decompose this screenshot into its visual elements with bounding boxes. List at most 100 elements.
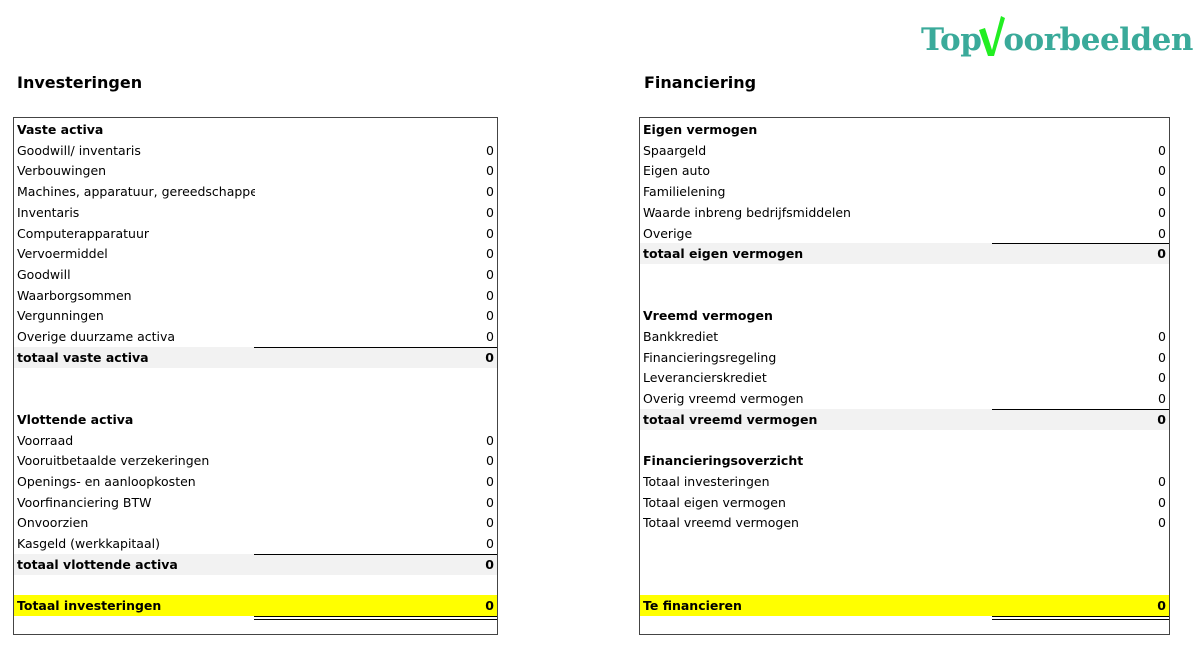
table-row: Overige 0 [640, 223, 1169, 244]
row-value[interactable]: 0 [1158, 329, 1166, 344]
row-value[interactable]: 0 [486, 225, 494, 241]
row-label: Financieringsoverzicht [643, 453, 804, 469]
row-value[interactable]: 0 [486, 163, 494, 179]
table-row: Vervoermiddel 0 [14, 243, 497, 264]
row-label: Totaal eigen vermogen [643, 494, 786, 510]
row-value[interactable]: 0 [1158, 163, 1166, 179]
sum-line [254, 346, 497, 348]
table-row: Kasgeld (werkkapitaal) 0 [14, 533, 497, 554]
table-row: Goodwill/ inventaris 0 [14, 140, 497, 161]
sum-line [992, 243, 1169, 245]
row-label: Goodwill/ inventaris [17, 142, 141, 158]
financiering-title: Financiering [644, 73, 757, 92]
table-row: Waarde inbreng bedrijfsmiddelen 0 [640, 202, 1169, 223]
row-label: Vlottende activa [17, 411, 134, 427]
row-value[interactable]: 0 [1158, 184, 1166, 200]
row-label: Bankkrediet [643, 329, 719, 344]
subtotal-row: totaal vreemd vermogen 0 [640, 408, 1169, 430]
sum-line [254, 553, 497, 555]
row-label: Vreemd vermogen [643, 308, 773, 324]
row-value[interactable]: 0 [486, 308, 494, 324]
row-label: Totaal investeringen [17, 598, 162, 614]
row-label: Goodwill [17, 266, 71, 282]
logo-text-top: Top [921, 22, 982, 58]
row-value[interactable]: 0 [1158, 391, 1166, 407]
row-value[interactable]: 0 [486, 515, 494, 531]
blank-row [14, 367, 497, 388]
table-row: Totaal investeringen 0 [640, 471, 1169, 492]
row-value[interactable]: 0 [486, 473, 494, 489]
row-label: Familielening [643, 184, 726, 200]
section-header: Financieringsoverzicht [640, 450, 1169, 471]
table-row: Bankkrediet 0 [640, 326, 1169, 347]
row-label: Onvoorzien [17, 515, 89, 531]
row-value[interactable]: 0 [1158, 494, 1166, 510]
blank-row [640, 554, 1169, 575]
row-label: totaal vreemd vermogen [643, 411, 818, 427]
row-value[interactable]: 0 [1158, 349, 1166, 365]
section-header: Eigen vermogen [640, 119, 1169, 140]
row-value[interactable]: 0 [486, 266, 494, 282]
table-row: Spaargeld 0 [640, 140, 1169, 161]
table-row: Vooruitbetaalde verzekeringen 0 [14, 450, 497, 471]
table-row: Voorfinanciering BTW 0 [14, 492, 497, 513]
table-row: Leverancierskrediet 0 [640, 367, 1169, 388]
row-label: Overig vreemd vermogen [643, 391, 804, 407]
row-label: Computerapparatuur [17, 225, 150, 241]
row-value[interactable]: 0 [1158, 142, 1166, 158]
table-row: Totaal vreemd vermogen 0 [640, 512, 1169, 533]
table-row: Onvoorzien 0 [14, 512, 497, 533]
blank-row [14, 574, 497, 595]
row-value[interactable]: 0 [486, 432, 494, 448]
table-row: Waarborgsommen 0 [14, 285, 497, 306]
row-label: totaal vaste activa [17, 349, 149, 365]
row-value[interactable]: 0 [1158, 473, 1166, 489]
investeringen-title: Investeringen [17, 73, 143, 92]
row-label: Waarborgsommen [17, 287, 132, 303]
row-value[interactable]: 0 [1158, 370, 1166, 386]
financiering-table: Eigen vermogen Spaargeld 0 Eigen auto 0 Famil… [639, 117, 1170, 635]
row-value[interactable]: 0 [485, 349, 494, 365]
row-label: Overige [643, 225, 693, 241]
row-value[interactable]: 0 [1158, 204, 1166, 220]
row-value[interactable]: 0 [1157, 411, 1166, 427]
row-value[interactable]: 0 [486, 287, 494, 303]
blank-row [640, 533, 1169, 554]
row-label: Eigen auto [643, 163, 711, 179]
blank-row [640, 430, 1169, 451]
row-label: Vooruitbetaalde verzekeringen [17, 453, 210, 469]
row-label: totaal vlottende activa [17, 556, 178, 572]
row-value[interactable]: 0 [485, 598, 494, 614]
row-value[interactable]: 0 [486, 536, 494, 551]
table-row: Voorraad 0 [14, 430, 497, 451]
row-value[interactable]: 0 [486, 246, 494, 262]
section-header: Vreemd vermogen [640, 305, 1169, 326]
row-label: Voorfinanciering BTW [17, 494, 152, 510]
table-row: Inventaris 0 [14, 202, 497, 223]
row-label: Eigen vermogen [643, 122, 758, 137]
subtotal-row: totaal vaste activa 0 [14, 346, 497, 368]
row-value[interactable]: 0 [486, 142, 494, 158]
table-row: Computerapparatuur 0 [14, 223, 497, 244]
row-label: Vervoermiddel [17, 246, 108, 262]
row-value[interactable]: 0 [485, 556, 494, 572]
row-label: Openings- en aanloopkosten [17, 473, 196, 489]
row-value[interactable]: 0 [1158, 515, 1166, 531]
table-row: Financieringsregeling 0 [640, 347, 1169, 368]
row-label: Verbouwingen [17, 163, 107, 179]
row-value[interactable]: 0 [1157, 598, 1166, 614]
row-value[interactable]: 0 [1158, 225, 1166, 241]
investeringen-table: Vaste activa Goodwill/ inventaris 0 Verbouw… [13, 117, 498, 635]
row-value[interactable]: 0 [1157, 246, 1166, 262]
row-value[interactable]: 0 [486, 453, 494, 469]
row-value[interactable]: 0 [486, 329, 494, 344]
row-label: Inventaris [17, 204, 80, 220]
row-value[interactable]: 0 [486, 184, 494, 200]
row-value[interactable]: 0 [486, 204, 494, 220]
double-underline [992, 616, 1169, 621]
grand-total-row: Totaal investeringen 0 [14, 595, 497, 621]
table-row: Familielening 0 [640, 181, 1169, 202]
blank-row [640, 574, 1169, 595]
row-value[interactable]: 0 [486, 494, 494, 510]
subtotal-row: totaal eigen vermogen 0 [640, 243, 1169, 265]
